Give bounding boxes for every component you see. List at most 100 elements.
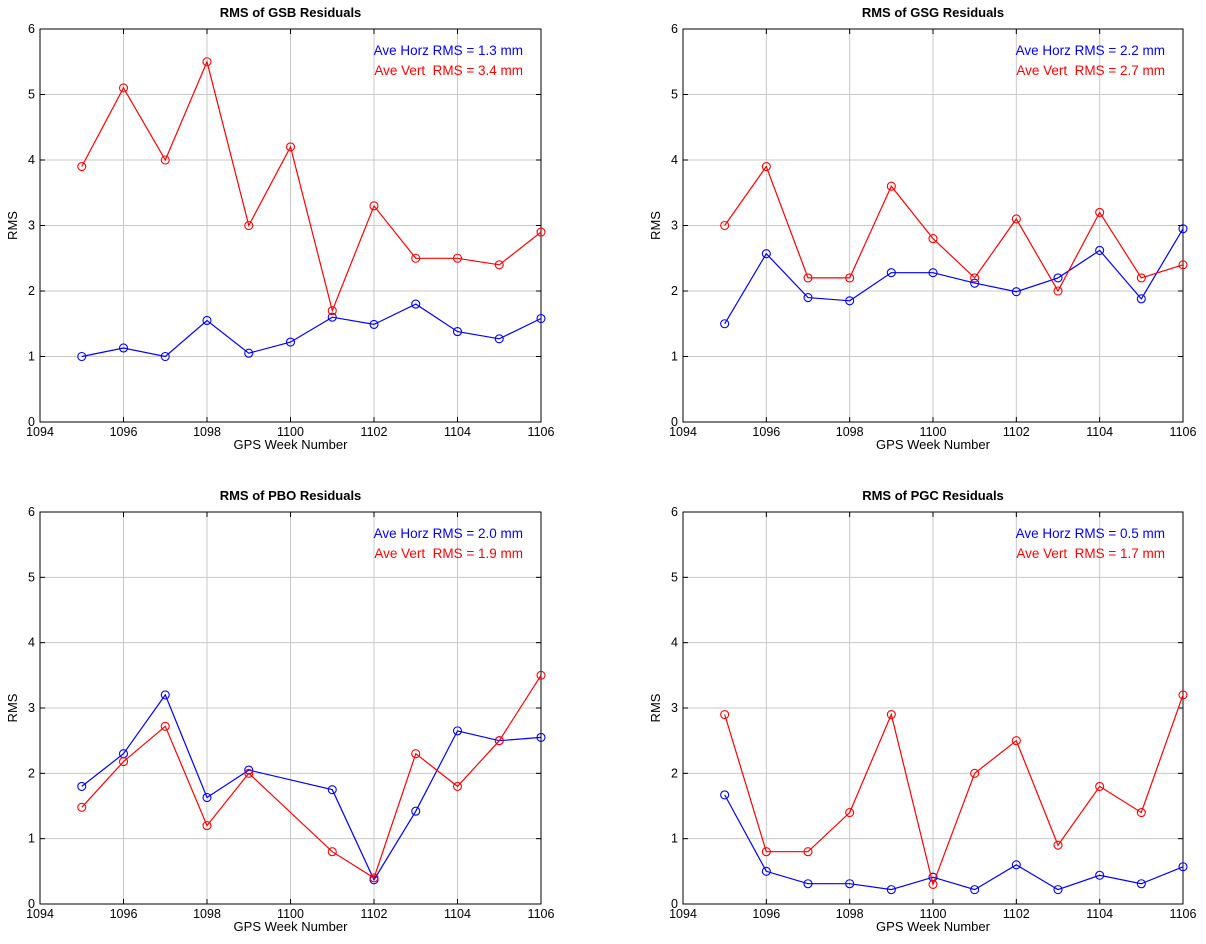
series-1-point bbox=[285, 337, 296, 347]
series-1-point bbox=[202, 315, 212, 326]
x-tick-label: 1102 bbox=[361, 907, 388, 921]
series-1-point bbox=[886, 885, 896, 895]
series-line-2 bbox=[724, 165, 1184, 293]
series-2-point bbox=[452, 781, 463, 791]
series-1-point bbox=[886, 268, 896, 278]
y-tick-label: 6 bbox=[28, 505, 35, 519]
chart-panel-3: 1094 1096 1098 1100 1102 1104 1106 0 1 2 3 4 5 6 RMS o… bbox=[5, 488, 554, 934]
x-axis-label: GPS Week Number bbox=[876, 437, 991, 452]
series-2-point bbox=[970, 273, 980, 283]
x-tick-label: 1096 bbox=[752, 907, 780, 921]
series-2-point bbox=[1011, 736, 1021, 746]
x-tick-label: 1098 bbox=[193, 425, 221, 439]
series-1-point bbox=[803, 292, 813, 303]
y-axis-label: RMS bbox=[5, 211, 20, 240]
series-1-point bbox=[202, 792, 212, 803]
y-axis-label: RMS bbox=[648, 211, 663, 240]
series-2-point bbox=[452, 253, 463, 263]
series-2-point bbox=[536, 227, 546, 237]
x-tick-label: 1106 bbox=[528, 907, 555, 921]
series-2-point bbox=[160, 155, 170, 165]
series-2-point bbox=[77, 802, 87, 812]
series-2-point bbox=[202, 821, 212, 831]
x-tick-label: 1106 bbox=[1170, 425, 1197, 439]
series-1-point bbox=[720, 790, 730, 800]
series-1-point bbox=[369, 319, 379, 329]
series-1-point bbox=[1178, 862, 1188, 872]
series-2-point bbox=[1136, 807, 1146, 818]
series-2-point bbox=[327, 847, 337, 857]
y-tick-label: 2 bbox=[28, 284, 35, 298]
series-1-point bbox=[845, 879, 855, 889]
y-tick-label: 2 bbox=[671, 284, 678, 298]
series-2-point bbox=[970, 768, 980, 778]
annotation-2: Ave Vert RMS = 3.4 mm bbox=[374, 63, 523, 78]
series-2-point bbox=[886, 709, 896, 720]
annotation-2: Ave Vert RMS = 2.7 mm bbox=[1016, 63, 1165, 78]
x-tick-label: 1104 bbox=[444, 907, 471, 921]
series-line-2 bbox=[724, 694, 1184, 887]
series-2-point bbox=[118, 757, 129, 767]
x-tick-label: 1104 bbox=[1086, 907, 1113, 921]
series-2-point bbox=[1095, 207, 1105, 217]
series-1-point bbox=[327, 785, 337, 795]
series-line-1 bbox=[81, 693, 542, 882]
annotation-1: Ave Horz RMS = 2.2 mm bbox=[1016, 43, 1165, 58]
series-1-point bbox=[1011, 860, 1021, 870]
series-1-point bbox=[1095, 245, 1105, 255]
series-2-point bbox=[1053, 840, 1063, 850]
series-1-point bbox=[536, 313, 546, 324]
series-1-point bbox=[1053, 273, 1063, 283]
y-tick-label: 5 bbox=[671, 570, 678, 584]
x-axis-label: GPS Week Number bbox=[876, 919, 991, 934]
series-2-point bbox=[494, 260, 504, 270]
y-tick-label: 2 bbox=[28, 766, 35, 780]
x-tick-label: 1094 bbox=[669, 425, 697, 439]
series-2-point bbox=[411, 253, 421, 263]
series-2-point bbox=[244, 768, 254, 778]
x-tick-label: 1100 bbox=[920, 425, 947, 439]
series-line-1 bbox=[81, 303, 542, 358]
series-2-point bbox=[494, 736, 504, 746]
y-tick-label: 1 bbox=[28, 832, 35, 846]
series-2-point bbox=[845, 273, 855, 283]
y-tick-label: 5 bbox=[28, 88, 35, 102]
chart-title: RMS of PGC Residuals bbox=[862, 488, 1004, 503]
series-2-point bbox=[1136, 273, 1146, 283]
y-tick-label: 2 bbox=[671, 766, 678, 780]
series-1-point bbox=[1053, 885, 1063, 895]
y-tick-label: 1 bbox=[671, 832, 678, 846]
series-line-2 bbox=[81, 59, 542, 313]
series-1-point bbox=[970, 278, 980, 288]
y-axis-label: RMS bbox=[648, 693, 663, 722]
annotation-2: Ave Vert RMS = 1.9 mm bbox=[374, 546, 523, 561]
x-tick-label: 1096 bbox=[752, 425, 780, 439]
series-2-point bbox=[1095, 781, 1105, 791]
y-tick-label: 3 bbox=[28, 219, 35, 233]
chart-title: RMS of GSG Residuals bbox=[862, 5, 1004, 20]
y-tick-label: 6 bbox=[671, 505, 678, 519]
series-2-point bbox=[244, 220, 254, 231]
series-2-point bbox=[369, 873, 379, 883]
y-tick-label: 3 bbox=[28, 701, 35, 715]
y-tick-label: 1 bbox=[28, 350, 35, 364]
x-axis-label: GPS Week Number bbox=[234, 919, 349, 934]
series-1-point bbox=[494, 334, 504, 344]
series-line-1 bbox=[724, 794, 1184, 891]
x-axis-label: GPS Week Number bbox=[234, 437, 349, 452]
series-1-point bbox=[77, 351, 87, 362]
y-tick-label: 0 bbox=[28, 897, 35, 911]
series-1-point bbox=[1095, 870, 1105, 880]
series-2-point bbox=[202, 57, 212, 67]
chart-panel-4: 1094 1096 1098 1100 1102 1104 1106 0 1 2 3 4 5 6 RMS o… bbox=[648, 488, 1196, 934]
series-1-point bbox=[452, 726, 463, 736]
annotation-1: Ave Horz RMS = 2.0 mm bbox=[374, 526, 523, 541]
series-2-point bbox=[1178, 690, 1188, 700]
series-line-2 bbox=[81, 674, 542, 879]
y-tick-label: 4 bbox=[28, 153, 35, 167]
y-tick-label: 1 bbox=[671, 350, 678, 364]
chart-panel-2: 1094 1096 1098 1100 1102 1104 1106 0 1 2 3 4 5 6 RMS o… bbox=[648, 5, 1196, 452]
annotation-1: Ave Horz RMS = 0.5 mm bbox=[1016, 526, 1165, 541]
series-2-point bbox=[285, 142, 296, 152]
series-1-point bbox=[244, 348, 254, 358]
